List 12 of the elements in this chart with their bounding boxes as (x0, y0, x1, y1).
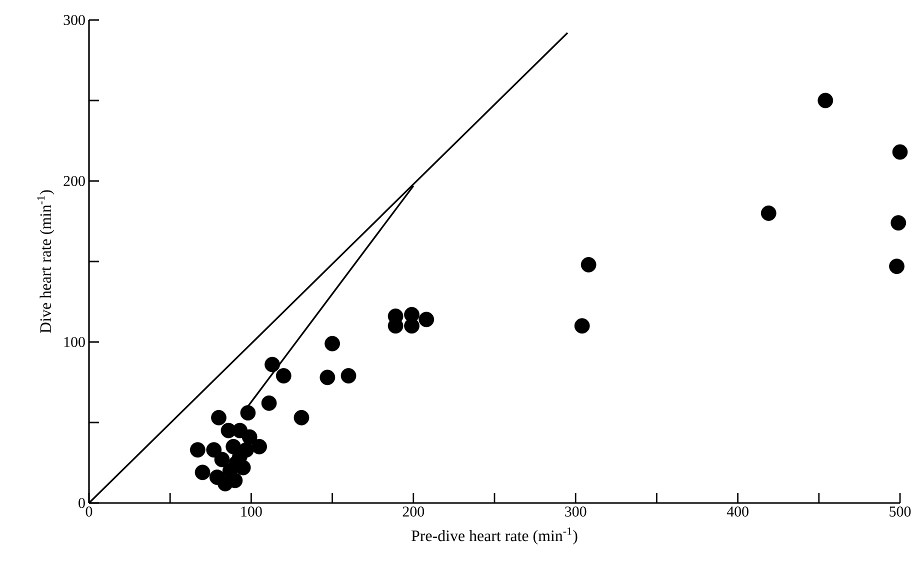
x-axis-title: Pre-dive heart rate (min$^{-1}$) (412, 527, 578, 544)
x-tick-label: 400 (726, 506, 748, 517)
x-tick-label: 200 (402, 506, 424, 517)
y-tick-label: 300 (64, 14, 85, 26)
y-tick-label: 200 (64, 176, 85, 186)
x-tick-label: 0 (86, 506, 92, 517)
x-tick-label: 300 (565, 506, 586, 517)
x-tick-label: 500 (890, 506, 911, 517)
y-axis-title: Dive heart rate (min$^{-1}$) (37, 190, 54, 333)
x-tick-label: 100 (241, 506, 262, 517)
y-tick-label: 0 (78, 498, 85, 508)
y-tick-label: 100 (64, 336, 85, 348)
